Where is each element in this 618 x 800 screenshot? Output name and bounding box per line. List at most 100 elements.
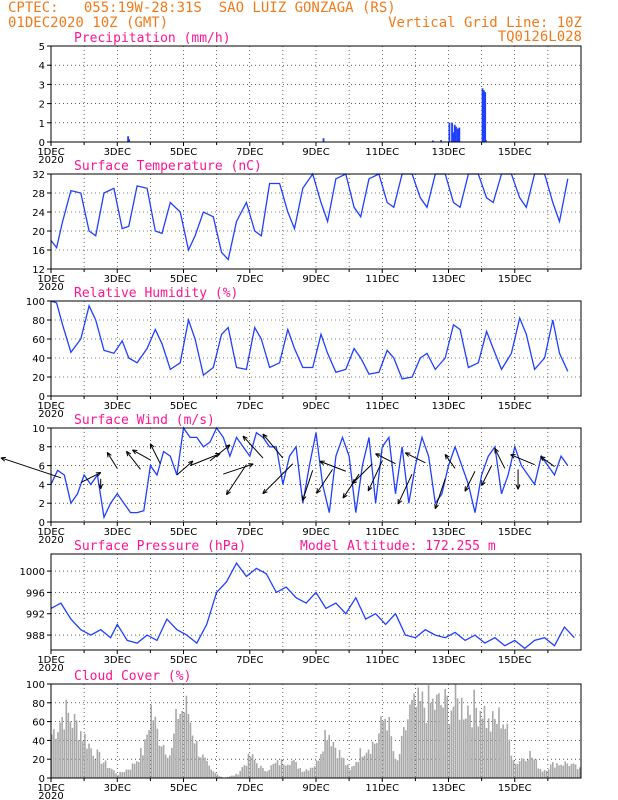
precip-bar [484, 92, 487, 142]
cloud-bar [431, 698, 434, 778]
cloud-bar [86, 748, 88, 778]
y-tick-label: 32 [32, 170, 45, 181]
cloud-bar [71, 727, 74, 778]
wind-line [50, 426, 569, 520]
x-tick-label: 9DEC [302, 147, 329, 158]
cloud-bar [438, 693, 440, 778]
cloud-bar [566, 763, 569, 778]
y-tick-label: 16 [32, 246, 45, 257]
cloud-bar [287, 764, 289, 778]
x-tick-label: 5DEC [170, 783, 197, 794]
cloud-bar [444, 688, 446, 778]
cloud-bar [394, 758, 397, 778]
y-tick-label: 5 [39, 42, 45, 53]
y-tick-label: 1 [39, 119, 45, 130]
cloud-bar [576, 769, 579, 778]
wind-arrow [444, 454, 456, 469]
x-tick-label: 15DEC [498, 401, 532, 412]
cloud-bar [357, 762, 360, 778]
cloud-bar [574, 764, 577, 778]
cloud-bar [324, 729, 326, 778]
cloud-bar [434, 709, 436, 778]
cloud-bar [272, 764, 275, 778]
x-tick-label: 9DEC [302, 655, 329, 666]
cloud-bar [162, 744, 165, 778]
wind-arrow [226, 464, 247, 495]
x-tick-label: 1DEC [37, 527, 64, 538]
wind-arrow-head [351, 478, 358, 485]
cloud-bar [166, 757, 169, 778]
wind-arrow-head [262, 433, 268, 440]
precip-bar [128, 139, 130, 142]
precip-bar [431, 140, 434, 142]
cloud-bar [552, 762, 554, 778]
rh-line [50, 300, 569, 380]
cloud-bar [452, 706, 455, 778]
x-tick-label: 11DEC [365, 274, 399, 285]
x-tick-label: 9DEC [302, 274, 329, 285]
cloud-bar [458, 719, 461, 778]
precip-bar [453, 124, 456, 142]
x-tick-label: 5DEC [170, 147, 197, 158]
y-tick-label: 3 [39, 80, 45, 91]
x-tick-label: 3DEC [104, 147, 131, 158]
cloud-bar [307, 770, 310, 778]
cloud-bar [150, 704, 152, 778]
cloud-bar [119, 771, 121, 778]
cloud-bar [299, 768, 302, 778]
y-tick-label: 2 [39, 100, 45, 111]
x-tick-label: 9DEC [302, 783, 329, 794]
panel-title-temp: Surface Temperature (nC) [74, 159, 262, 174]
y-tick-label: 10 [32, 424, 45, 435]
cloud-bar [527, 759, 529, 778]
precip-bar [440, 140, 443, 142]
x-tick-label: 11DEC [365, 527, 399, 538]
cloud-bar [525, 761, 527, 778]
cloud-bar [61, 716, 63, 778]
y-tick-label: 40 [32, 354, 45, 365]
cloud-bar [338, 750, 341, 778]
cloud-bar [131, 763, 134, 778]
cloud-bar [77, 740, 80, 778]
wind-arrow-head [540, 456, 546, 462]
wind-arrow-head [510, 454, 516, 459]
cloud-bar [183, 712, 186, 778]
cloud-bar [216, 774, 219, 778]
cloud-bar [440, 705, 442, 778]
wind-arrow-head [464, 486, 470, 492]
cloud-bar [177, 718, 179, 778]
cloud-bar [562, 765, 564, 778]
cloud-bar [262, 767, 264, 778]
x-tick-label: 5DEC [170, 527, 197, 538]
cloud-bar [423, 707, 426, 778]
cloud-bar [67, 712, 70, 778]
cloud-bar [297, 768, 299, 778]
cloud-bar [102, 762, 105, 778]
cloud-bar [500, 728, 502, 778]
cloud-bar [539, 768, 542, 778]
wind-arrow [189, 453, 221, 467]
cloud-bar [462, 719, 465, 778]
cloud-bar [427, 685, 430, 778]
y-tick-label: 20 [32, 227, 45, 238]
cloud-bar [164, 754, 167, 778]
cloud-bar [237, 774, 239, 778]
x-tick-label: 13DEC [432, 147, 466, 158]
cloud-bar [129, 769, 132, 778]
cloud-bar [363, 755, 366, 778]
cloud-bar [133, 763, 136, 778]
cloud-bar [450, 710, 453, 778]
cloud-bar [564, 761, 567, 778]
cloud-bar [475, 707, 478, 778]
wind-arrow [351, 463, 373, 485]
cloud-bar [235, 773, 237, 778]
cloud-bar [419, 700, 422, 778]
cloud-bar [473, 689, 475, 778]
wind-arrow-head [316, 488, 322, 494]
cloud-bar [123, 772, 126, 778]
cloud-bar [108, 768, 111, 778]
cloud-bar [169, 755, 171, 778]
cloud-bar [545, 770, 548, 778]
wind-arrow-head [0, 456, 6, 462]
cloud-bar [104, 760, 107, 778]
